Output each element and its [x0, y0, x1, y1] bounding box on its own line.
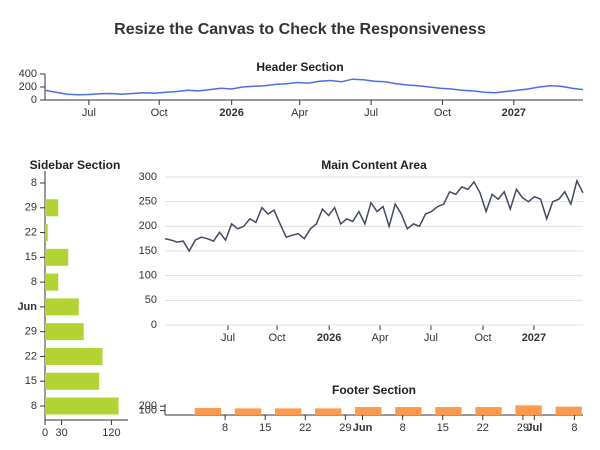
x-tick-label: 8 — [400, 422, 406, 434]
y-tick-label: 29 — [25, 326, 37, 338]
x-tick-label: Apr — [371, 332, 388, 344]
bar — [45, 199, 59, 217]
x-tick-label: 120 — [102, 427, 120, 439]
chart-title: Header Section — [256, 60, 343, 74]
x-tick-label: Oct — [269, 332, 286, 344]
x-tick-label: 15 — [259, 422, 271, 434]
chart-title: Main Content Area — [321, 158, 427, 172]
bar — [45, 372, 100, 390]
y-tick-label: 200 — [139, 400, 157, 412]
bar — [274, 408, 302, 415]
y-tick-label: 200 — [19, 81, 37, 93]
x-tick-label: 29 — [517, 422, 529, 434]
y-tick-label: 400 — [19, 68, 37, 80]
x-tick-label: 2026 — [317, 332, 341, 344]
x-tick-label: 2026 — [219, 107, 243, 119]
y-tick-label: 50 — [145, 294, 157, 306]
x-tick-label: 30 — [55, 427, 67, 439]
y-tick-label: 22 — [25, 350, 37, 362]
y-tick-label: 8 — [31, 177, 37, 189]
chart-title: Sidebar Section — [30, 158, 121, 172]
y-tick-label: 15 — [25, 251, 37, 263]
x-tick-label: Jul — [526, 422, 542, 434]
y-tick-label: 29 — [25, 202, 37, 214]
x-tick-label: 15 — [437, 422, 449, 434]
bar — [45, 298, 79, 316]
y-tick-label: Jun — [17, 301, 37, 313]
bar — [45, 273, 59, 291]
x-tick-label: 2027 — [522, 332, 546, 344]
bar — [515, 405, 542, 415]
x-tick-label: 8 — [222, 422, 228, 434]
x-tick-label: 0 — [42, 427, 48, 439]
y-tick-label: 8 — [31, 276, 37, 288]
y-tick-label: 150 — [139, 245, 157, 257]
chart-title: Footer Section — [332, 383, 416, 397]
bar — [194, 407, 222, 415]
x-tick-label: 22 — [477, 422, 489, 434]
bar — [555, 406, 582, 415]
y-tick-label: 0 — [151, 319, 157, 331]
x-tick-label: Jul — [82, 107, 96, 119]
bar — [315, 408, 342, 415]
bar — [45, 323, 84, 341]
bar — [395, 407, 422, 415]
line — [44, 78, 584, 96]
x-tick-label: 22 — [299, 422, 311, 434]
bar — [234, 408, 262, 415]
y-tick-label: 0 — [31, 94, 37, 106]
y-tick-label: 22 — [25, 226, 37, 238]
page-title: Resize the Canvas to Check the Responsiv… — [114, 21, 486, 38]
y-tick-label: 8 — [31, 400, 37, 412]
y-tick-label: 200 — [139, 220, 157, 232]
x-tick-label: 29 — [339, 422, 351, 434]
x-tick-label: Oct — [434, 107, 451, 119]
x-tick-label: Oct — [151, 107, 168, 119]
x-tick-label: Jul — [364, 107, 378, 119]
bar — [45, 248, 69, 266]
bar — [45, 347, 103, 365]
x-tick-label: Oct — [474, 332, 491, 344]
bar — [45, 397, 119, 415]
bar — [355, 407, 382, 415]
x-tick-label: Jul — [221, 332, 235, 344]
x-tick-label: Jul — [424, 332, 438, 344]
y-tick-label: 250 — [139, 196, 157, 208]
x-tick-label: 8 — [571, 422, 577, 434]
bar — [45, 224, 48, 242]
line — [164, 178, 584, 253]
bar — [475, 407, 502, 415]
x-tick-label: 2027 — [502, 107, 526, 119]
y-tick-label: 15 — [25, 375, 37, 387]
y-tick-label: 100 — [139, 405, 157, 417]
x-tick-label: Jun — [353, 422, 373, 434]
x-tick-label: Apr — [291, 107, 308, 119]
y-tick-label: 100 — [139, 270, 157, 282]
bar — [435, 407, 462, 415]
y-tick-label: 300 — [139, 171, 157, 183]
